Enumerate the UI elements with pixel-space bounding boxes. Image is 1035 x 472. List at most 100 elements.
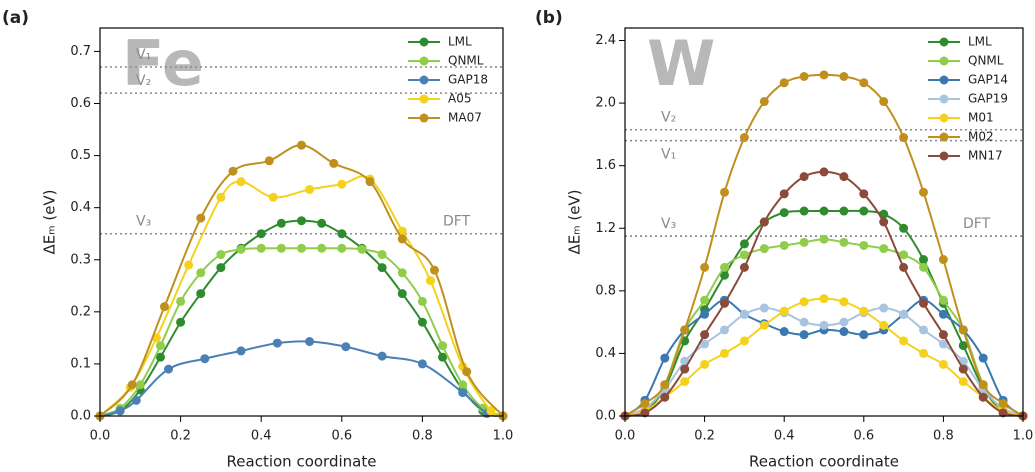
data-point <box>660 380 670 390</box>
legend-label: M02 <box>968 130 994 144</box>
y-tick-label: 0.3 <box>70 252 91 267</box>
data-point <box>486 406 496 416</box>
data-point <box>397 234 407 244</box>
legend-label: QNML <box>448 54 484 68</box>
data-point <box>640 408 650 418</box>
data-point <box>341 342 351 352</box>
data-point <box>115 406 125 416</box>
x-tick-label: 0.2 <box>694 429 715 444</box>
data-point <box>759 244 769 254</box>
panel: (b) W V₂ V₁ V₃ DFT 0.0 0.2 0.4 0.6 0.8 1.0 0.0 0.4 0.8… <box>535 8 1033 471</box>
data-point <box>958 377 968 387</box>
data-point <box>700 339 710 349</box>
data-point <box>799 330 809 340</box>
data-point <box>305 337 315 347</box>
data-point <box>859 330 869 340</box>
data-point <box>425 276 435 286</box>
data-point <box>919 298 928 308</box>
data-point <box>779 240 789 250</box>
data-point <box>919 325 928 335</box>
data-point <box>839 72 849 81</box>
data-point <box>660 392 670 402</box>
data-point <box>216 263 226 273</box>
data-point <box>127 380 137 390</box>
panel-label: (a) <box>2 8 29 28</box>
data-point <box>176 296 186 306</box>
legend-marker <box>939 94 949 104</box>
data-point <box>700 359 710 369</box>
legend-label: MN17 <box>968 149 1003 163</box>
data-point <box>268 192 278 202</box>
y-tick-label: 1.6 <box>595 158 616 173</box>
data-point <box>819 206 829 216</box>
reference-label: DFT <box>963 216 991 232</box>
x-tick-label: 1.0 <box>1013 429 1034 444</box>
data-point <box>958 364 968 374</box>
data-point <box>799 72 809 81</box>
x-tick-label: 1.0 <box>493 429 514 444</box>
data-point <box>377 263 387 273</box>
x-tick-label: 0.8 <box>412 429 433 444</box>
data-point <box>700 330 710 340</box>
data-point <box>779 306 789 316</box>
data-point <box>720 270 729 280</box>
data-point <box>176 317 186 327</box>
x-tick-label: 0.4 <box>774 429 795 444</box>
data-point <box>779 327 789 337</box>
x-tick-label: 0.6 <box>853 429 874 444</box>
data-point <box>819 234 829 244</box>
data-point <box>236 177 246 187</box>
data-point <box>337 243 347 253</box>
data-point <box>799 297 809 307</box>
y-tick-label: 0.6 <box>70 96 91 111</box>
reference-label: V₃ <box>136 214 151 230</box>
data-point <box>739 239 749 249</box>
data-point <box>720 348 729 358</box>
plot-frame <box>624 27 1024 417</box>
data-point <box>879 97 889 107</box>
data-point <box>978 380 988 390</box>
data-point <box>839 297 849 307</box>
data-point <box>938 255 948 265</box>
data-point <box>317 243 327 253</box>
data-point <box>859 240 869 250</box>
element-label: Fe <box>122 27 204 100</box>
x-axis-label: Reaction coordinate <box>227 453 377 471</box>
data-point <box>155 352 165 362</box>
legend-marker <box>939 75 949 85</box>
reference-label: DFT <box>443 214 471 230</box>
data-point <box>700 262 710 272</box>
y-axis-label: ΔEₘ (eV) <box>566 189 584 254</box>
plot-frame <box>99 27 504 417</box>
data-point <box>998 408 1008 418</box>
data-point <box>272 338 282 348</box>
x-tick-label: 0.0 <box>90 429 111 444</box>
y-tick-label: 0.1 <box>70 356 91 371</box>
data-point <box>938 339 948 349</box>
legend-marker <box>939 56 949 66</box>
legend-marker <box>939 132 949 142</box>
legend-label: LML <box>968 35 992 49</box>
data-point <box>700 295 710 305</box>
data-point <box>759 303 769 313</box>
data-point <box>759 217 769 227</box>
data-point <box>819 70 829 80</box>
data-point <box>216 250 226 260</box>
data-point <box>377 351 387 361</box>
data-point <box>799 172 809 182</box>
data-point <box>819 320 829 330</box>
series-line <box>99 340 504 418</box>
data-point <box>200 354 210 364</box>
legend-marker <box>419 113 429 123</box>
data-point <box>958 325 968 335</box>
data-point <box>276 243 286 253</box>
data-point <box>417 359 427 369</box>
data-point <box>859 206 869 216</box>
data-point <box>397 226 407 236</box>
reference-label: V₂ <box>661 110 676 126</box>
data-point <box>216 192 226 202</box>
data-point <box>799 237 809 247</box>
data-point <box>397 268 407 278</box>
data-point <box>458 380 468 390</box>
data-point <box>739 336 749 346</box>
